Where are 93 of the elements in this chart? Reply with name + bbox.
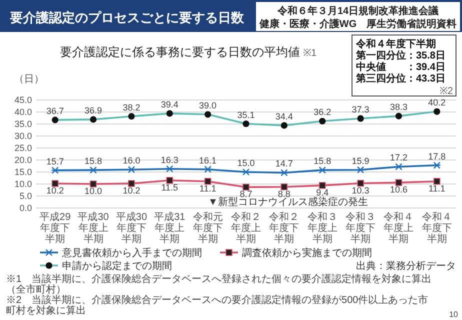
data-label: 16.3	[160, 154, 178, 165]
data-label: 10.0	[84, 186, 102, 196]
text: 第三四分位：43.3日	[355, 72, 446, 84]
point	[242, 184, 250, 191]
data-label: 11.1	[428, 183, 446, 194]
data-label: 10.2	[46, 186, 64, 196]
data-label: 35.1	[237, 110, 255, 120]
text: 令和４年度下半期	[355, 38, 436, 50]
x-tick-label: 平成29年度下半期	[40, 211, 72, 245]
source-note: 出典：業務分析データ	[356, 260, 456, 272]
point	[356, 166, 365, 174]
data-label: 37.3	[352, 104, 370, 114]
data-label: 36.7	[46, 106, 64, 116]
data-label: 38.3	[390, 102, 408, 112]
text: ※2	[439, 86, 454, 97]
y-tick-label: 0.0	[19, 203, 32, 213]
text: 中央値 ：39.4日	[356, 61, 446, 73]
point	[50, 166, 60, 174]
x-tick-label: 平成31年度上半期	[154, 211, 186, 245]
text: ※1 当該半期に、介護保険総合データベースへ登録された個々の要介護認定情報を対象に算出（全市町村）	[6, 273, 432, 296]
point	[394, 163, 403, 170]
y-tick-label: 30.0	[14, 131, 32, 141]
data-label: 39.0	[199, 100, 217, 110]
data-label: 34.4	[275, 111, 293, 122]
data-label: 16.0	[122, 156, 140, 166]
y-tick-label: 35.0	[14, 119, 32, 129]
legend-label: 申請から認定までの期間	[62, 260, 172, 272]
legend-label: 調査依頼から実施までの期間	[242, 247, 372, 259]
point	[90, 180, 97, 188]
point	[318, 182, 326, 189]
data-label: 10.2	[122, 186, 140, 196]
data-label: 36.9	[84, 105, 102, 116]
chart-subtitle: 要介護認定に係る事務に要する日数の平均値	[60, 45, 300, 59]
y-tick-label: 45.0	[14, 95, 32, 105]
point	[204, 166, 212, 173]
x-tick-label: 平成30年度下半期	[116, 211, 148, 245]
text: ※1	[303, 48, 317, 59]
x-tick-label: 令和４年度下半期	[422, 211, 452, 245]
data-label: 17.2	[390, 152, 408, 163]
point	[357, 180, 364, 187]
data-label: 11.5	[161, 182, 178, 192]
y-tick-label: 20.0	[14, 155, 32, 165]
point	[434, 178, 440, 185]
x-tick-label: 平成30年度上半期	[78, 211, 110, 245]
point	[432, 162, 442, 169]
data-label: 8.8	[278, 188, 290, 199]
data-label: 39.4	[160, 99, 178, 110]
data-label: 16.1	[199, 155, 217, 166]
data-label: 38.2	[122, 102, 140, 112]
text: ※2 当該半期に、介護保険総合データベースへの要介護認定情報の登録が500件以上あった市町村を対象に算出	[6, 294, 428, 316]
point	[395, 179, 402, 186]
point	[318, 166, 326, 174]
data-label: 40.2	[428, 98, 446, 108]
point	[280, 169, 288, 176]
data-label: 10.3	[352, 185, 370, 196]
data-label: 15.0	[237, 158, 255, 168]
data-label: 10.6	[390, 184, 408, 195]
data-label: 9.4	[316, 187, 329, 198]
point	[89, 166, 98, 174]
data-label: 36.2	[314, 107, 332, 118]
point	[166, 177, 174, 184]
x-tick-label: 令和３年度上半期	[307, 211, 338, 245]
text: 第一四分位：35.8日	[355, 50, 446, 62]
point	[280, 183, 288, 190]
y-tick-label: 5.0	[19, 191, 32, 201]
x-tick-label: 令和３年度下半期	[346, 211, 376, 245]
data-label: 15.8	[84, 156, 102, 166]
y-tick-label: 15.0	[14, 167, 32, 177]
y-tick-label: 40.0	[14, 107, 32, 117]
point	[128, 180, 135, 187]
y-axis-title: （日）	[14, 74, 44, 85]
text: 令和６年３月14日規制改革推進会議	[276, 5, 439, 17]
x-tick-label: 令和４年度上半期	[384, 211, 414, 245]
y-tick-label: 25.0	[14, 143, 32, 153]
data-label: 11.1	[199, 183, 216, 194]
text: 10	[449, 310, 459, 319]
point	[242, 168, 250, 176]
data-label: 15.8	[314, 156, 332, 166]
point	[166, 165, 174, 172]
point	[52, 180, 58, 187]
point	[127, 166, 136, 174]
x-tick-label: 令和元年度下半期	[192, 211, 223, 245]
y-tick-label: 10.0	[14, 179, 32, 189]
data-label: 17.8	[428, 151, 446, 162]
data-label: 15.9	[352, 156, 370, 166]
text: 健康・医療・介護WG 厚生労働省説明資料	[258, 18, 457, 30]
data-label: 15.7	[46, 156, 64, 166]
legend-label: 意見書依頼から入手までの期間	[61, 247, 202, 259]
x-tick-label: 令和２年度下半期	[269, 211, 300, 245]
data-label: 14.7	[275, 158, 293, 169]
x-tick-label: 令和２年度上半期	[231, 211, 261, 245]
chart-title: 要介護認定のプロセスごとに要する日数	[9, 10, 245, 25]
point	[204, 178, 212, 185]
